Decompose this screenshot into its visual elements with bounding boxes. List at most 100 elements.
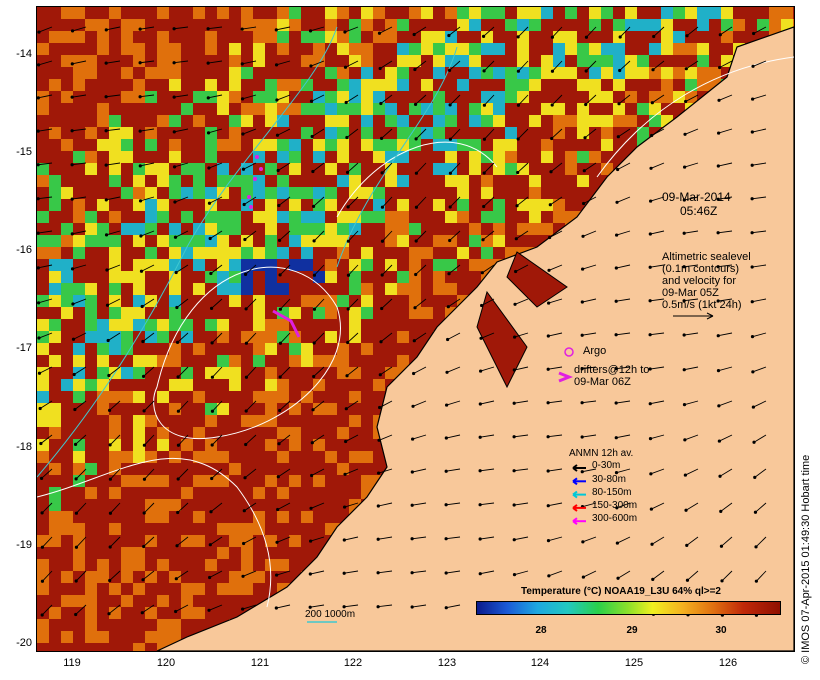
sst-pixel — [325, 187, 337, 199]
sst-pixel — [73, 247, 85, 259]
sst-pixel — [289, 355, 301, 367]
sst-pixel — [361, 67, 373, 79]
sst-pixel — [205, 139, 217, 151]
sst-pixel — [145, 127, 157, 139]
vector-head — [444, 571, 448, 575]
sst-pixel — [505, 67, 517, 79]
vector-head — [207, 201, 212, 205]
drifters-label: drifters@12h to — [574, 364, 650, 376]
vector-head — [414, 171, 419, 175]
velocity-vector — [110, 502, 121, 514]
sst-pixel — [73, 67, 85, 79]
velocity-vector — [177, 468, 189, 480]
sst-pixel — [109, 295, 121, 307]
sst-pixel — [49, 355, 61, 367]
sst-pixel — [397, 79, 409, 91]
sst-pixel — [433, 43, 445, 55]
sst-pixel — [121, 127, 133, 139]
velocity-vector — [684, 162, 699, 168]
vector-head — [750, 130, 754, 134]
sst-pixel — [325, 271, 337, 283]
velocity-vector — [38, 264, 53, 269]
sst-pixel — [517, 199, 529, 211]
velocity-vector — [310, 26, 325, 32]
sst-pixel — [493, 235, 505, 247]
velocity-vector — [584, 128, 597, 139]
velocity-vector — [616, 400, 631, 404]
sst-pixel — [61, 187, 73, 199]
sst-pixel — [49, 607, 61, 619]
vector-head — [716, 265, 720, 269]
velocity-vector — [484, 128, 495, 140]
sst-pixel — [421, 79, 433, 91]
sst-pixel — [289, 427, 301, 439]
velocity-vector — [684, 196, 699, 201]
sst-pixel — [385, 103, 397, 115]
vector-head — [138, 164, 142, 168]
velocity-vector — [446, 502, 461, 506]
velocity-vector — [277, 502, 291, 510]
sst-map[interactable] — [36, 6, 795, 652]
vector-head — [478, 503, 482, 507]
vector-head — [244, 442, 248, 447]
velocity-vector — [718, 128, 733, 134]
drifter-point — [259, 167, 263, 171]
sst-pixel — [433, 55, 445, 67]
sst-pixel — [73, 295, 85, 307]
velocity-vector — [345, 94, 359, 103]
velocity-vector — [72, 128, 87, 132]
sst-pixel — [697, 55, 709, 67]
sst-pixel — [97, 31, 109, 43]
vector-head — [108, 443, 112, 447]
sst-pixel — [445, 283, 457, 295]
sst-pixel — [301, 511, 313, 523]
vector-head — [343, 30, 347, 34]
velocity-vector — [586, 26, 597, 38]
sst-pixel — [49, 79, 61, 91]
sst-pixel — [169, 379, 181, 391]
sst-pixel — [253, 31, 265, 43]
sst-pixel — [553, 67, 565, 79]
sst-pixel — [541, 103, 553, 115]
vector-head — [584, 35, 589, 39]
sst-pixel — [301, 295, 313, 307]
velocity-vector — [448, 264, 461, 275]
vector-head — [74, 579, 78, 583]
sst-pixel — [133, 439, 145, 451]
sst-pixel — [217, 247, 229, 259]
vector-head — [39, 441, 43, 446]
vector-head — [648, 367, 652, 371]
vector-head — [478, 435, 482, 439]
velocity-vector — [582, 366, 597, 370]
vector-head — [649, 507, 653, 511]
vector-head — [308, 29, 313, 33]
velocity-vector — [42, 570, 53, 582]
velocity-vector — [650, 468, 665, 475]
vector-head — [240, 97, 245, 101]
lat-tick: -16 — [16, 244, 32, 256]
sst-pixel — [169, 67, 181, 79]
lon-tick: 122 — [343, 657, 363, 669]
velocity-vector — [752, 264, 767, 268]
vector-head — [479, 369, 483, 373]
lon-tick: 123 — [437, 657, 457, 669]
sst-pixel — [313, 211, 325, 223]
velocity-vector — [517, 128, 529, 140]
sst-pixel — [373, 31, 385, 43]
sst-pixel — [637, 19, 649, 31]
vector-head — [581, 575, 585, 579]
vector-head — [546, 367, 550, 371]
sst-pixel — [85, 295, 97, 307]
sst-pixel — [505, 139, 517, 151]
sst-pixel — [481, 235, 493, 247]
velocity-vector — [721, 570, 733, 582]
velocity-vector — [243, 536, 257, 544]
sst-pixel — [289, 475, 301, 487]
vector-head — [615, 506, 619, 510]
velocity-vector — [212, 366, 223, 378]
velocity-vector — [76, 536, 87, 548]
vector-head — [478, 469, 482, 473]
velocity-vector — [684, 332, 699, 336]
vector-head — [516, 69, 521, 73]
velocity-vector — [106, 230, 121, 236]
